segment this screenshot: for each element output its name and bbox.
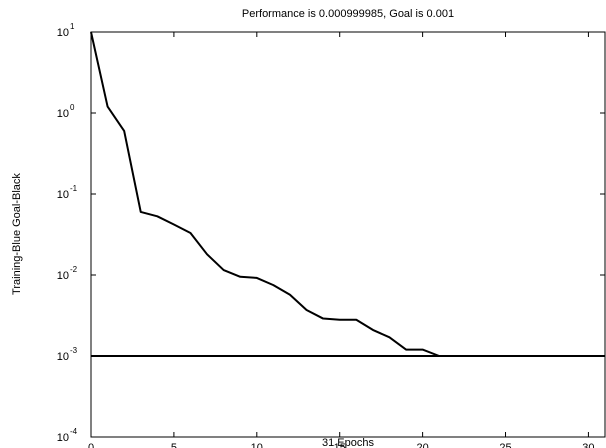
y-tick-exponent: -4: [70, 427, 78, 436]
x-tick-label: 0: [88, 442, 94, 448]
y-tick-label: 10: [57, 432, 69, 444]
y-tick-base: 10: [57, 270, 69, 282]
x-tick-label: 20: [416, 442, 428, 448]
y-tick-exponent: -2: [70, 265, 78, 274]
y-tick-base: 10: [57, 108, 69, 120]
y-tick-label: 10: [57, 108, 69, 120]
y-tick-base: 10: [57, 189, 69, 201]
x-tick-label: 25: [499, 442, 511, 448]
x-axis-label: 31 Epochs: [322, 437, 374, 448]
y-tick-label: 10: [57, 270, 69, 282]
y-tick-exponent: 0: [70, 103, 75, 112]
y-axis-label: Training-Blue Goal-Black: [11, 173, 23, 295]
y-tick-base: 10: [57, 351, 69, 363]
chart-title: Performance is 0.000999985, Goal is 0.00…: [242, 8, 454, 20]
y-tick-base: 10: [57, 27, 69, 39]
y-tick-label: 10: [57, 351, 69, 363]
x-tick-label: 10: [251, 442, 263, 448]
x-tick-label: 30: [582, 442, 594, 448]
x-tick-label: 5: [171, 442, 177, 448]
y-tick-exponent: -3: [70, 346, 78, 355]
y-tick-exponent: -1: [70, 184, 78, 193]
series-layer: [90, 31, 605, 357]
y-tick-exponent: 1: [70, 22, 75, 31]
y-tick-base: 10: [57, 432, 69, 444]
y-tick-label: 10: [57, 189, 69, 201]
x-tick-label: 15: [334, 442, 346, 448]
plot-area: [90, 31, 606, 438]
x-axis-ticks: 0 5 10 15 20 25 30: [88, 32, 595, 448]
y-tick-label: 10: [57, 27, 69, 39]
